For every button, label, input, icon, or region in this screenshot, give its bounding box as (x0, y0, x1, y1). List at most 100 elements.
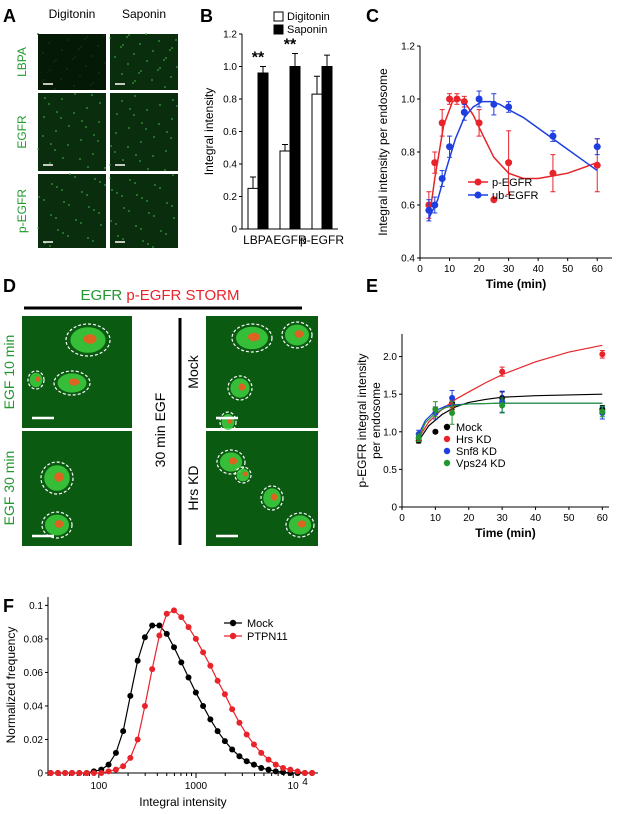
y-axis-label: p-EGFR integral intensityper endosome (355, 353, 383, 487)
legend-label: p-EGFR (492, 177, 532, 189)
x-tick-label: 0 (417, 264, 423, 275)
fluorescence-speck (115, 132, 117, 134)
data-point (112, 749, 119, 756)
fluorescence-speck (97, 45, 99, 47)
bar (289, 66, 301, 230)
legend-marker (443, 435, 451, 443)
fluorescence-speck (158, 123, 160, 125)
fluorescence-speck (38, 196, 40, 198)
fluorescence-speck (43, 116, 45, 118)
data-point (250, 741, 257, 748)
x-tick-label: 1000 (185, 781, 208, 792)
fluorescence-speck (111, 189, 113, 191)
fluorescence-speck (51, 183, 53, 185)
bar-chart: 0 0.2 0.4 0.6 0.8 1.0 1.2 Integral intensity LBP… (202, 11, 344, 247)
fluorescence-speck (159, 104, 161, 106)
data-point (98, 770, 105, 776)
row-label: LBPA (15, 47, 29, 77)
legend-marker (474, 191, 482, 199)
storm-title: EGFR p-EGFR STORM (81, 287, 240, 304)
fluorescence-speck (68, 204, 70, 206)
endosome-outline (27, 370, 45, 390)
significance-marker: ** (252, 50, 265, 67)
y-tick-label: 0.08 (24, 634, 44, 645)
data-point (460, 98, 468, 106)
fluorescence-speck (135, 225, 137, 227)
fluorescence-speck (63, 201, 65, 203)
x-tick-label: 40 (530, 513, 542, 524)
fluorescence-speck (121, 73, 123, 75)
data-point (599, 408, 606, 415)
legend-swatch (273, 11, 284, 22)
data-point (163, 630, 170, 637)
row-label: EGFR (15, 115, 29, 149)
fluorescence-speck (141, 197, 143, 199)
fluorescence-speck (62, 157, 64, 159)
fluorescence-speck (37, 148, 39, 150)
fluorescence-speck (55, 217, 57, 219)
fit-curve (418, 402, 603, 439)
endosome-red (228, 457, 238, 465)
data-point (505, 159, 513, 167)
fluorescence-speck (84, 38, 86, 40)
data-point (272, 768, 279, 775)
y-tick-label: 0.4 (223, 160, 237, 171)
fluorescence-speck (62, 232, 64, 234)
x-tick-label: 10 (444, 264, 456, 275)
legend-marker (443, 447, 451, 455)
fluorescence-speck (145, 128, 147, 130)
data-point (185, 624, 192, 631)
fluorescence-speck (61, 189, 63, 191)
y-axis-label: Integral intensity per endosome (376, 68, 390, 236)
fluorescence-speck (121, 195, 123, 197)
data-point (280, 764, 287, 771)
endosome-red (68, 378, 80, 386)
fluorescence-speck (152, 50, 154, 52)
data-point (258, 764, 265, 771)
fluorescence-speck (109, 164, 111, 166)
fluorescence-speck (44, 97, 46, 99)
fluorescence-speck (147, 243, 149, 245)
fluorescence-speck (73, 85, 75, 87)
data-point (156, 632, 163, 639)
legend-label: Vps24 KD (456, 458, 506, 470)
fluorescence-speck (93, 134, 95, 136)
fluorescence-speck (109, 177, 111, 179)
endosome-outline (40, 461, 74, 495)
fluorescence-speck (56, 111, 58, 113)
panel-label-f: F (3, 596, 14, 616)
y-tick-label: 2.0 (383, 352, 397, 363)
y-tick-label: 0.04 (24, 701, 44, 712)
column-header: Saponin (122, 7, 166, 21)
data-point (90, 770, 97, 776)
y-tick-label: 0.6 (223, 127, 237, 138)
fluorescence-speck (56, 186, 58, 188)
bar (247, 187, 259, 230)
fluorescence-speck (171, 205, 173, 207)
data-point (134, 736, 141, 743)
fluorescence-speck (126, 36, 128, 38)
legend-label: PTPN11 (247, 631, 288, 643)
fluorescence-speck (55, 59, 57, 61)
fluorescence-speck (116, 113, 118, 115)
fluorescence-speck (134, 182, 136, 184)
data-point (505, 103, 513, 111)
fluorescence-speck (129, 108, 131, 110)
legend-marker (229, 619, 237, 627)
data-point (178, 614, 185, 621)
data-point (178, 659, 185, 666)
endosome-red (270, 493, 278, 501)
fluorescence-speck (152, 155, 154, 157)
data-point (127, 754, 134, 761)
fluorescence-speck (67, 235, 69, 237)
fluorescence-speck (85, 126, 87, 128)
fluorescence-speck (136, 194, 138, 196)
legend-swatch (273, 24, 284, 35)
fluorescence-speck (86, 36, 88, 38)
data-point (229, 746, 236, 753)
x-tick-label: 30 (503, 264, 515, 275)
fluorescence-speck (97, 140, 99, 142)
fluorescence-speck (69, 173, 71, 175)
fluorescence-speck (48, 103, 50, 105)
fluorescence-speck (172, 99, 174, 101)
